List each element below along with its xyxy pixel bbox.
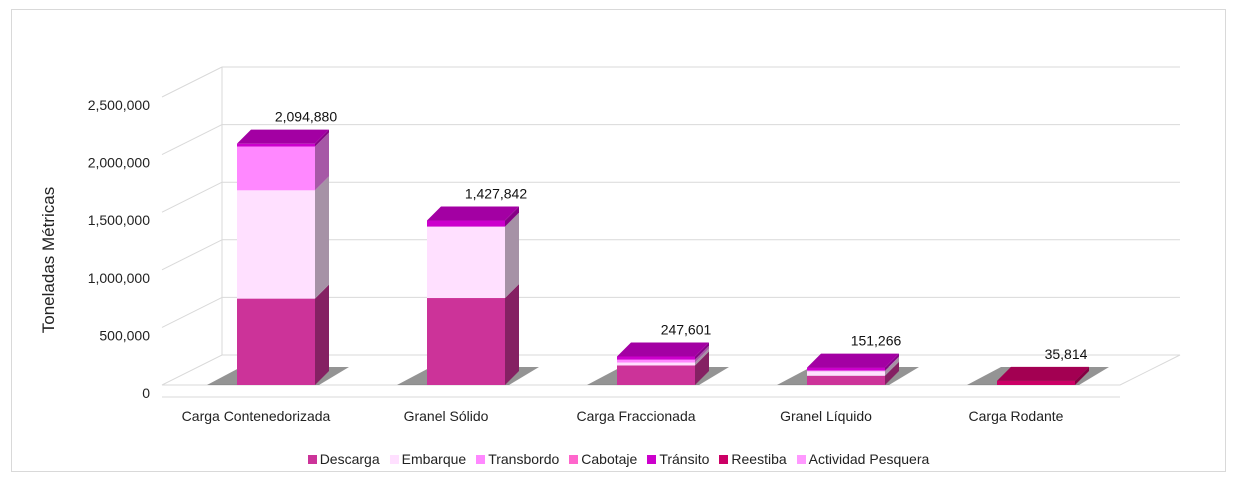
legend-label: Tránsito: [659, 451, 710, 467]
y-tick-labels: 0 500,000 1,000,000 1,500,000 2,000,000 2,500…: [88, 97, 151, 401]
y-tick-label: 500,000: [99, 327, 150, 343]
bar-segment: [807, 361, 899, 385]
bar-segment: [807, 353, 899, 371]
bar-segment: [617, 345, 709, 363]
total-label: 2,094,880: [275, 109, 337, 125]
gridline-side: [161, 124, 223, 156]
bar-top-face: [237, 129, 329, 144]
legend-label: Actividad Pesquera: [808, 451, 930, 467]
bars-layer: 2,094,880 1,427,842 247,601 151,266 35,814: [207, 109, 1109, 385]
total-label: 151,266: [851, 333, 902, 349]
legend-label: Cabotaje: [581, 451, 638, 467]
legend-swatch: [307, 454, 317, 464]
total-label: 1,427,842: [465, 186, 527, 202]
chart-frame: [11, 9, 1226, 472]
bar-segment: [807, 356, 899, 372]
y-tick-label: 0: [142, 385, 150, 401]
x-tick-labels: Carga Contenedorizada Granel Sólido Carga …: [182, 408, 1064, 424]
x-tick-label: Granel Sólido: [404, 408, 489, 424]
bar-segment: [617, 342, 709, 360]
legend-item: Embarque: [389, 451, 467, 467]
legend-item: Tránsito: [647, 451, 709, 467]
total-label: 247,601: [661, 321, 712, 337]
legend-swatch: [796, 454, 806, 464]
bar-segment: [617, 351, 709, 385]
gridline-side: [161, 181, 223, 213]
bar-segment: [427, 212, 519, 299]
y-axis-label: Toneladas Métricas: [39, 187, 58, 333]
legend-item: Transbordo: [476, 451, 559, 467]
legend-item: Reestiba: [719, 451, 787, 467]
x-tick-label: Carga Rodante: [969, 408, 1064, 424]
legend-swatch: [389, 454, 399, 464]
bar-segment: [237, 129, 329, 147]
legend-swatch: [476, 454, 486, 464]
y-tick-label: 1,500,000: [88, 212, 150, 228]
bar-segment: [237, 176, 329, 299]
legend-item: Cabotaje: [569, 451, 637, 467]
stacked-bar-chart: 0 500,000 1,000,000 1,500,000 2,000,000 2,500…: [39, 66, 1181, 424]
bar-segment: [237, 132, 329, 191]
legend-swatch: [647, 454, 657, 464]
bar-top-face: [807, 353, 899, 368]
gridline-side: [161, 66, 223, 98]
legend-item: Descarga: [307, 451, 380, 467]
legend-swatch: [719, 454, 729, 464]
bar-segment: [807, 357, 899, 376]
legend-swatch: [569, 454, 579, 464]
gridline-side: [161, 296, 223, 328]
x-tick-label: Carga Contenedorizada: [182, 408, 331, 424]
total-label: 35,814: [1045, 346, 1088, 362]
y-tick-label: 2,000,000: [88, 155, 150, 171]
bar-top-face: [997, 366, 1089, 381]
x-tick-label: Granel Líquido: [780, 408, 872, 424]
x-tick-label: Carga Fraccionada: [576, 408, 695, 424]
bar-segment: [997, 366, 1089, 385]
y-tick-label: 2,500,000: [88, 97, 150, 113]
gridline-side: [161, 239, 223, 271]
bar-segment: [427, 206, 519, 227]
bar-segment: [427, 284, 519, 385]
legend-item: Actividad Pesquera: [796, 451, 930, 467]
y-tick-label: 1,000,000: [88, 270, 150, 286]
bar-top-face: [617, 342, 709, 357]
bar-segment: [617, 348, 709, 366]
legend-label: Reestiba: [731, 451, 787, 467]
bar-segment: [237, 284, 329, 385]
legend-label: Descarga: [319, 451, 380, 467]
legend-label: Embarque: [401, 451, 467, 467]
bar-top-face: [427, 206, 519, 221]
legend-label: Transbordo: [488, 451, 560, 467]
legend: Descarga Embarque Transbordo Cabotaje Tránsi…: [0, 451, 1237, 467]
